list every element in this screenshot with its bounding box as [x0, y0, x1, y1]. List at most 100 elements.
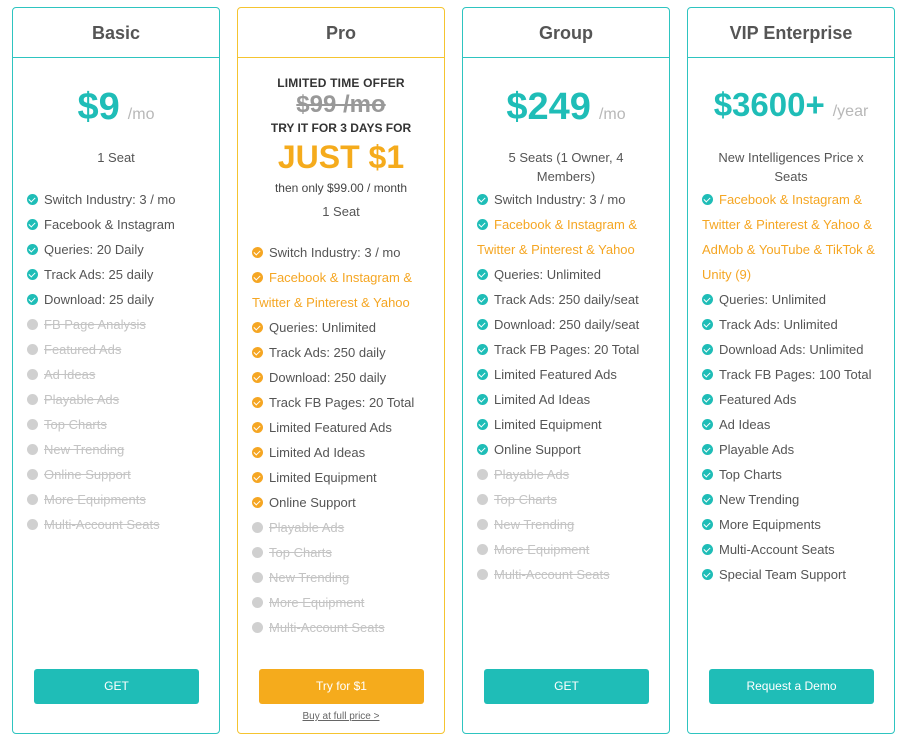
feature-item: Playable Ads — [252, 515, 430, 540]
feature-label: Track Ads: 250 daily — [269, 345, 386, 360]
check-circle-icon — [477, 269, 488, 280]
plan-title: Basic — [13, 8, 219, 58]
feature-item: Track FB Pages: 20 Total — [252, 390, 430, 415]
feature-label: Ad Ideas — [719, 417, 771, 432]
feature-item: Facebook & Instagram & Twitter & Pintere… — [252, 265, 430, 315]
feature-label: Queries: Unlimited — [269, 320, 376, 335]
feature-label: Facebook & Instagram & Twitter & Pintere… — [702, 192, 875, 282]
feature-item: Switch Industry: 3 / mo — [252, 240, 430, 265]
feature-item: Track Ads: Unlimited — [702, 312, 880, 337]
feature-label: Limited Featured Ads — [494, 367, 617, 382]
feature-label: Switch Industry: 3 / mo — [44, 192, 176, 207]
feature-item: Switch Industry: 3 / mo — [477, 187, 655, 212]
feature-item: Ad Ideas — [702, 412, 880, 437]
price-amount: $249 — [506, 86, 591, 128]
feature-label: Queries: 20 Daily — [44, 242, 144, 257]
check-circle-icon — [477, 319, 488, 330]
plan-title: Pro — [238, 8, 444, 58]
feature-item: Limited Ad Ideas — [252, 440, 430, 465]
feature-label: More Equipments — [719, 517, 821, 532]
price-block: $249/mo — [463, 86, 669, 132]
check-circle-icon — [702, 344, 713, 355]
feature-item: Limited Featured Ads — [477, 362, 655, 387]
feature-list: Switch Industry: 3 / mo Facebook & Instag… — [463, 187, 669, 587]
plan-title: Group — [463, 8, 669, 58]
price-period: /mo — [598, 106, 626, 123]
check-circle-icon — [702, 569, 713, 580]
plan-card-group: Group $249/mo 5 Seats (1 Owner, 4 Member… — [462, 7, 670, 734]
feature-item: Queries: Unlimited — [477, 262, 655, 287]
feature-label: Online Support — [269, 495, 356, 510]
feature-label: Facebook & Instagram & Twitter & Pintere… — [252, 270, 413, 310]
check-circle-icon — [702, 369, 713, 380]
feature-item: Top Charts — [252, 540, 430, 565]
grey-dot-icon — [27, 394, 38, 405]
feature-item: Playable Ads — [477, 462, 655, 487]
feature-item: Online Support — [252, 490, 430, 515]
feature-item: Queries: Unlimited — [702, 287, 880, 312]
feature-label: Limited Equipment — [494, 417, 602, 432]
feature-item: Track Ads: 250 daily — [252, 340, 430, 365]
grey-dot-icon — [252, 547, 263, 558]
feature-label: New Trending — [44, 442, 125, 457]
feature-label: Multi-Account Seats — [719, 542, 835, 557]
offer-label: LIMITED TIME OFFER — [277, 76, 405, 90]
feature-label: Track FB Pages: 20 Total — [494, 342, 640, 357]
buy-full-price-link[interactable]: Buy at full price > — [302, 711, 380, 722]
seat-info: 1 Seat — [97, 150, 135, 165]
trial-text: TRY IT FOR 3 DAYS FOR — [270, 121, 412, 135]
feature-list: Switch Industry: 3 / mo Facebook & Instag… — [238, 240, 444, 640]
grey-dot-icon — [27, 369, 38, 380]
try-button[interactable]: Try for $1 — [259, 669, 424, 704]
grey-dot-icon — [477, 519, 488, 530]
get-button[interactable]: GET — [34, 669, 199, 704]
feature-item: Multi-Account Seats — [27, 512, 205, 537]
price-period: /year — [832, 103, 869, 120]
price-block: $9/mo — [13, 86, 219, 132]
feature-item: New Trending — [27, 437, 205, 462]
feature-label: Featured Ads — [719, 392, 797, 407]
feature-item: Queries: 20 Daily — [27, 237, 205, 262]
check-circle-icon — [252, 347, 263, 358]
then-price-text: then only $99.00 / month — [274, 181, 408, 195]
check-circle-icon — [27, 194, 38, 205]
request-demo-button[interactable]: Request a Demo — [709, 669, 874, 704]
feature-label: Download: 250 daily — [269, 370, 387, 385]
grey-dot-icon — [477, 544, 488, 555]
grey-dot-icon — [27, 494, 38, 505]
check-circle-icon — [252, 272, 263, 283]
price-block: $3600+ /year — [688, 86, 894, 132]
check-circle-icon — [702, 469, 713, 480]
feature-item: Facebook & Instagram & Twitter & Pintere… — [477, 212, 655, 262]
feature-item: Top Charts — [27, 412, 205, 437]
feature-item: Track FB Pages: 100 Total — [702, 362, 880, 387]
grey-dot-icon — [252, 522, 263, 533]
feature-item: Download: 250 daily/seat — [477, 312, 655, 337]
seat-info: 5 Seats (1 Owner, 4 Members) — [508, 150, 624, 184]
feature-label: Online Support — [494, 442, 581, 457]
grey-dot-icon — [252, 622, 263, 633]
feature-label: Multi-Account Seats — [494, 567, 610, 582]
feature-label: Playable Ads — [269, 520, 345, 535]
feature-label: Facebook & Instagram — [44, 217, 175, 232]
check-circle-icon — [477, 369, 488, 380]
feature-label: Download: 250 daily/seat — [494, 317, 640, 332]
feature-label: Track Ads: Unlimited — [719, 317, 838, 332]
grey-dot-icon — [252, 597, 263, 608]
feature-label: Playable Ads — [44, 392, 120, 407]
check-circle-icon — [252, 397, 263, 408]
feature-item: Ad Ideas — [27, 362, 205, 387]
grey-dot-icon — [477, 469, 488, 480]
plan-card-vip-enterprise: VIP Enterprise $3600+ /year New Intellige… — [687, 7, 895, 734]
feature-item: New Trending — [252, 565, 430, 590]
feature-item: Multi-Account Seats — [702, 537, 880, 562]
plan-card-basic: Basic $9/mo 1 Seat Switch Industry: 3 / … — [12, 7, 220, 734]
check-circle-icon — [702, 394, 713, 405]
check-circle-icon — [477, 419, 488, 430]
feature-item: Facebook & Instagram & Twitter & Pintere… — [702, 187, 880, 287]
get-button[interactable]: GET — [484, 669, 649, 704]
feature-item: Queries: Unlimited — [252, 315, 430, 340]
feature-label: New Trending — [719, 492, 800, 507]
check-circle-icon — [702, 494, 713, 505]
feature-label: Online Support — [44, 467, 131, 482]
